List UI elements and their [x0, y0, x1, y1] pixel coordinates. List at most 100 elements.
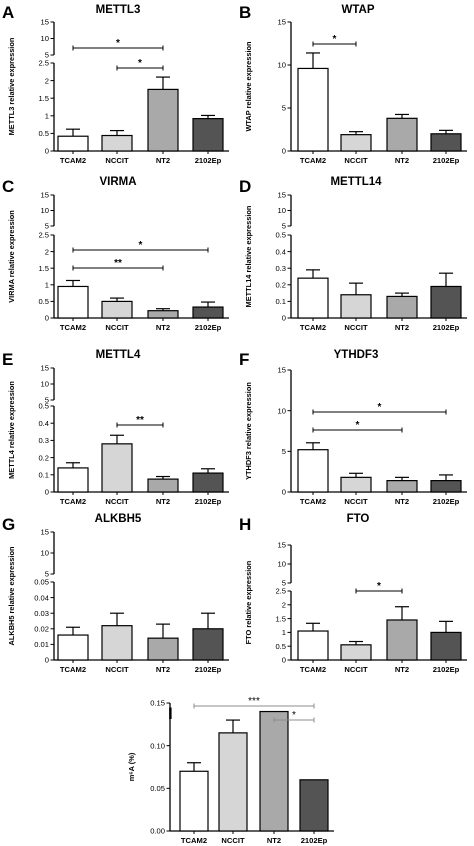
y-tick-label: 15: [278, 18, 286, 27]
x-category-label: NCCIT: [105, 665, 129, 674]
y-tick-label: 0.5: [38, 402, 49, 411]
x-category-label: TCAM2: [60, 156, 86, 165]
y-axis-title: ALKBH5 relative expression: [7, 546, 16, 645]
y-tick-label: 0.3: [38, 436, 49, 445]
y-tick-label: 1.5: [38, 264, 49, 273]
y-tick-label: 1.5: [275, 614, 286, 623]
significance-label: *: [138, 58, 142, 69]
bar-2102ep: [430, 133, 462, 152]
bar-tcam2: [57, 467, 89, 493]
y-tick-label: 0: [45, 147, 49, 156]
panel-title: WTAP: [341, 4, 374, 16]
bar-tcam2: [297, 277, 329, 319]
x-category-label: NCCIT: [221, 836, 245, 845]
panel-f: F YTHDF3 YTHDF3 relative expression 0 5 10 15 T…: [239, 349, 467, 506]
y-tick-label: 5: [45, 51, 49, 60]
y-tick-label: 15: [278, 366, 286, 375]
x-category-label: 2102Ep: [433, 665, 460, 674]
bar-2102ep: [192, 628, 224, 661]
panel-h: H FTO FTO relative expression 0 0.5 1 1.5 2 2.55…: [239, 513, 467, 674]
panel-letter: F: [239, 350, 249, 369]
x-category-label: TCAM2: [60, 323, 86, 332]
y-tick-label: 0.00: [150, 827, 165, 836]
y-tick-label: 0: [282, 488, 286, 497]
bar-tcam2: [179, 770, 209, 832]
panel-title: METTL3: [96, 4, 141, 16]
y-axis-title: YTHDF3 relative expression: [244, 382, 253, 480]
y-tick-label: 10: [41, 206, 49, 215]
panel-e: E METTL4 METTL4 relative expression 0 0.1 0.2…: [2, 349, 229, 506]
y-tick-label: 2: [45, 76, 49, 85]
panel-letter: B: [239, 3, 251, 22]
bar-2102ep: [192, 118, 224, 152]
significance-label: ***: [248, 696, 260, 707]
x-category-label: 2102Ep: [195, 665, 222, 674]
panel-title: METTL4: [96, 349, 141, 361]
y-tick-label: 0.1: [38, 471, 49, 480]
x-category-label: TCAM2: [60, 497, 86, 506]
bar-nccit: [218, 732, 248, 832]
x-category-label: TCAM2: [300, 665, 326, 674]
panel-letter: D: [239, 177, 251, 196]
y-tick-label: 0.4: [38, 419, 49, 428]
significance-label: **: [114, 258, 122, 269]
panel-c: C VIRMA VIRMA relative expression 0 0.5 1 1.5 2…: [2, 176, 229, 332]
panel-b: B WTAP WTAP relative expression 0 5 10 15 TCAM2…: [239, 3, 467, 165]
x-category-label: NCCIT: [344, 323, 368, 332]
y-tick-label: 5: [282, 579, 286, 588]
y-tick-label: 0.15: [150, 699, 165, 708]
x-category-label: 2102Ep: [195, 156, 222, 165]
bar-nccit: [101, 625, 133, 661]
x-category-label: 2102Ep: [301, 836, 328, 845]
bar-nccit: [340, 294, 372, 319]
y-axis-title: VIRMA relative expression: [7, 210, 16, 303]
x-category-label: NT2: [156, 497, 170, 506]
x-category-label: NCCIT: [105, 156, 129, 165]
x-category-label: TCAM2: [300, 156, 326, 165]
y-tick-label: 0.01: [34, 640, 49, 649]
panel-d: D METTL14 METTL14 relative expression 0 0.1 0…: [239, 176, 467, 332]
y-tick-label: 0.2: [275, 281, 286, 290]
y-axis-title: WTAP relative expression: [244, 41, 253, 132]
x-category-label: 2102Ep: [433, 497, 460, 506]
panel-i: Im⁶A (%)0.000.050.100.15TCAM2NCCITNT2210…: [127, 696, 334, 845]
y-tick-label: 0.03: [34, 609, 49, 618]
x-category-label: TCAM2: [300, 323, 326, 332]
y-tick-label: 10: [278, 560, 286, 569]
x-category-label: 2102Ep: [195, 497, 222, 506]
y-tick-label: 0.5: [38, 297, 49, 306]
y-tick-label: 0.5: [275, 642, 286, 651]
y-tick-label: 0: [282, 314, 286, 323]
x-category-label: 2102Ep: [433, 323, 460, 332]
significance-label: *: [139, 240, 143, 251]
y-tick-label: 1: [282, 628, 286, 637]
x-category-label: NCCIT: [344, 156, 368, 165]
y-tick-label: 2: [282, 601, 286, 610]
x-category-label: NT2: [267, 836, 281, 845]
y-tick-label: 10: [41, 380, 49, 389]
y-tick-label: 2.5: [38, 231, 49, 240]
y-tick-label: 0: [282, 147, 286, 156]
y-tick-label: 0.5: [275, 231, 286, 240]
y-tick-label: 2.5: [38, 59, 49, 68]
x-category-label: NCCIT: [105, 497, 129, 506]
bar-nt2: [147, 310, 179, 319]
x-category-label: NT2: [395, 665, 409, 674]
bar-nccit: [101, 134, 133, 152]
significance-label: *: [356, 420, 360, 431]
x-category-label: TCAM2: [60, 665, 86, 674]
bar-nt2: [386, 117, 418, 152]
y-tick-label: 10: [278, 206, 286, 215]
y-tick-label: 0.5: [38, 129, 49, 138]
bar-nt2: [386, 480, 418, 493]
panel-letter: A: [2, 3, 14, 22]
panel-title: VIRMA: [99, 176, 136, 188]
y-axis-title: METTL14 relative expression: [244, 205, 253, 307]
x-category-label: NT2: [395, 156, 409, 165]
x-category-label: 2102Ep: [433, 156, 460, 165]
bar-nt2: [147, 88, 179, 152]
y-tick-label: 0.05: [150, 784, 165, 793]
y-tick-label: 5: [282, 447, 286, 456]
y-tick-label: 0.04: [34, 593, 49, 602]
y-tick-label: 15: [41, 191, 49, 200]
